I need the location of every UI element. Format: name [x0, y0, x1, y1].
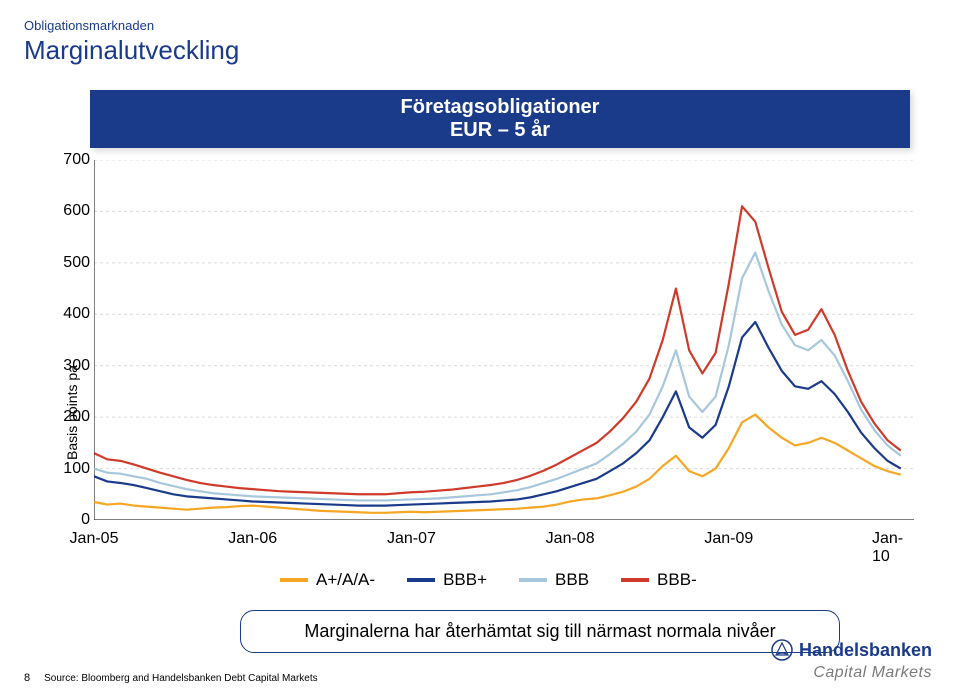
y-tick: 700: [63, 151, 90, 169]
banner-line1: Företagsobligationer: [401, 96, 600, 119]
page-title: Marginalutveckling: [24, 35, 239, 66]
legend-item: BBB-: [621, 570, 697, 590]
legend-item: BBB+: [407, 570, 487, 590]
y-tick: 200: [63, 408, 90, 426]
plot-area: [94, 160, 914, 520]
y-tick: 100: [63, 460, 90, 478]
logo-icon: [771, 639, 793, 661]
header: Obligationsmarknaden Marginalutveckling: [24, 18, 239, 66]
chart-banner: Företagsobligationer EUR – 5 år: [90, 90, 910, 148]
legend-label: BBB-: [657, 570, 697, 590]
legend-swatch: [519, 578, 547, 582]
brand-logo: Handelsbanken: [771, 639, 932, 661]
brand-subtext: Capital Markets: [771, 664, 932, 682]
legend-item: A+/A/A-: [280, 570, 375, 590]
legend-swatch: [621, 578, 649, 582]
legend-label: A+/A/A-: [316, 570, 375, 590]
footer: 8 Source: Bloomberg and Handelsbanken De…: [24, 672, 318, 684]
note-box: Marginalerna har återhämtat sig till när…: [240, 610, 840, 653]
legend-swatch: [407, 578, 435, 582]
x-tick: Jan-08: [546, 530, 595, 548]
source-text: Source: Bloomberg and Handelsbanken Debt…: [44, 673, 318, 684]
y-tick: 300: [63, 357, 90, 375]
y-tick: 400: [63, 305, 90, 323]
brand-text: Handelsbanken: [799, 640, 932, 661]
legend-swatch: [280, 578, 308, 582]
banner-line2: EUR – 5 år: [450, 119, 550, 142]
y-tick: 500: [63, 254, 90, 272]
logo-block: Handelsbanken Capital Markets: [771, 639, 932, 682]
legend: A+/A/A- BBB+ BBB BBB-: [280, 570, 697, 590]
y-tick: 600: [63, 202, 90, 220]
legend-label: BBB: [555, 570, 589, 590]
x-tick: Jan-05: [70, 530, 119, 548]
supertitle: Obligationsmarknaden: [24, 18, 239, 33]
page-number: 8: [24, 672, 30, 684]
x-tick: Jan-06: [228, 530, 277, 548]
y-tick: 0: [81, 511, 90, 529]
legend-item: BBB: [519, 570, 589, 590]
x-tick: Jan-07: [387, 530, 436, 548]
legend-label: BBB+: [443, 570, 487, 590]
x-tick: Jan-10: [872, 530, 903, 566]
x-tick: Jan-09: [704, 530, 753, 548]
